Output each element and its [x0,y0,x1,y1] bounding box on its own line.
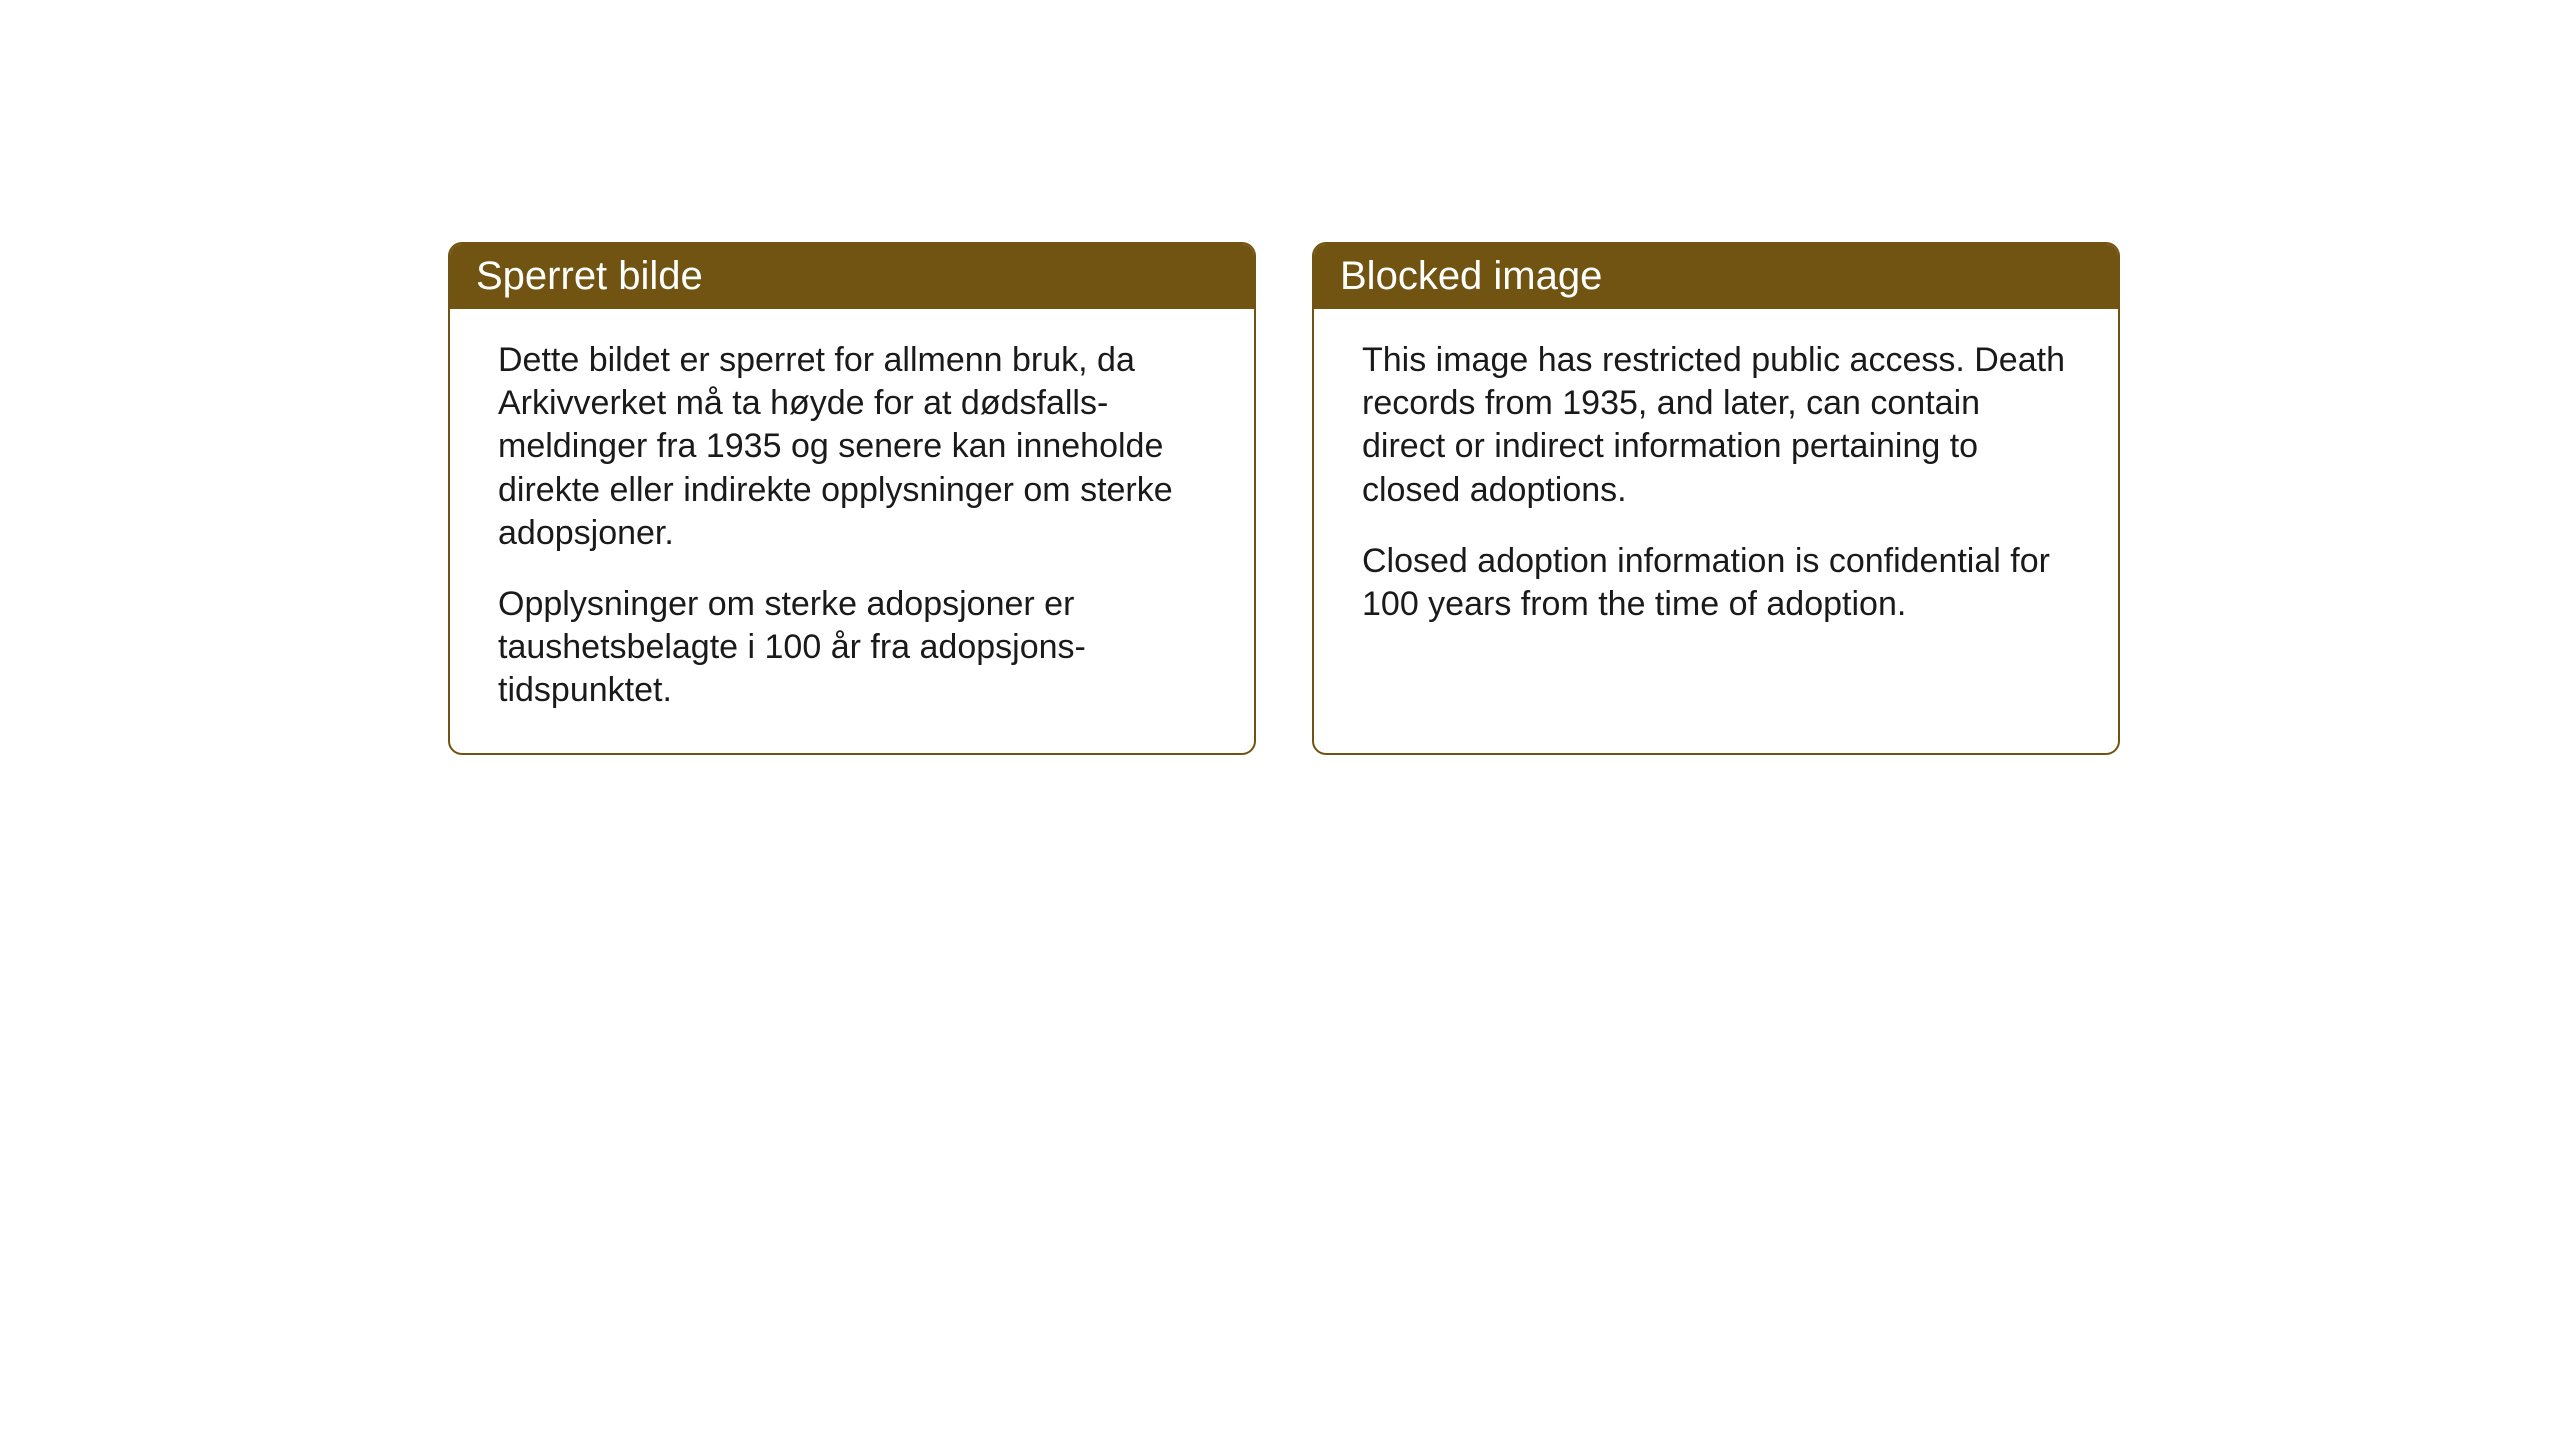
notice-card-norwegian: Sperret bilde Dette bildet er sperret fo… [448,242,1256,755]
notice-card-english: Blocked image This image has restricted … [1312,242,2120,755]
notice-paragraph: This image has restricted public access.… [1362,339,2070,512]
notice-paragraph: Opplysninger om sterke adopsjoner er tau… [498,583,1206,713]
notice-title-english: Blocked image [1314,244,2118,309]
notice-body-norwegian: Dette bildet er sperret for allmenn bruk… [450,309,1254,753]
notice-paragraph: Closed adoption information is confident… [1362,540,2070,626]
notice-container: Sperret bilde Dette bildet er sperret fo… [448,242,2120,755]
notice-body-english: This image has restricted public access.… [1314,309,2118,753]
notice-paragraph: Dette bildet er sperret for allmenn bruk… [498,339,1206,555]
notice-title-norwegian: Sperret bilde [450,244,1254,309]
